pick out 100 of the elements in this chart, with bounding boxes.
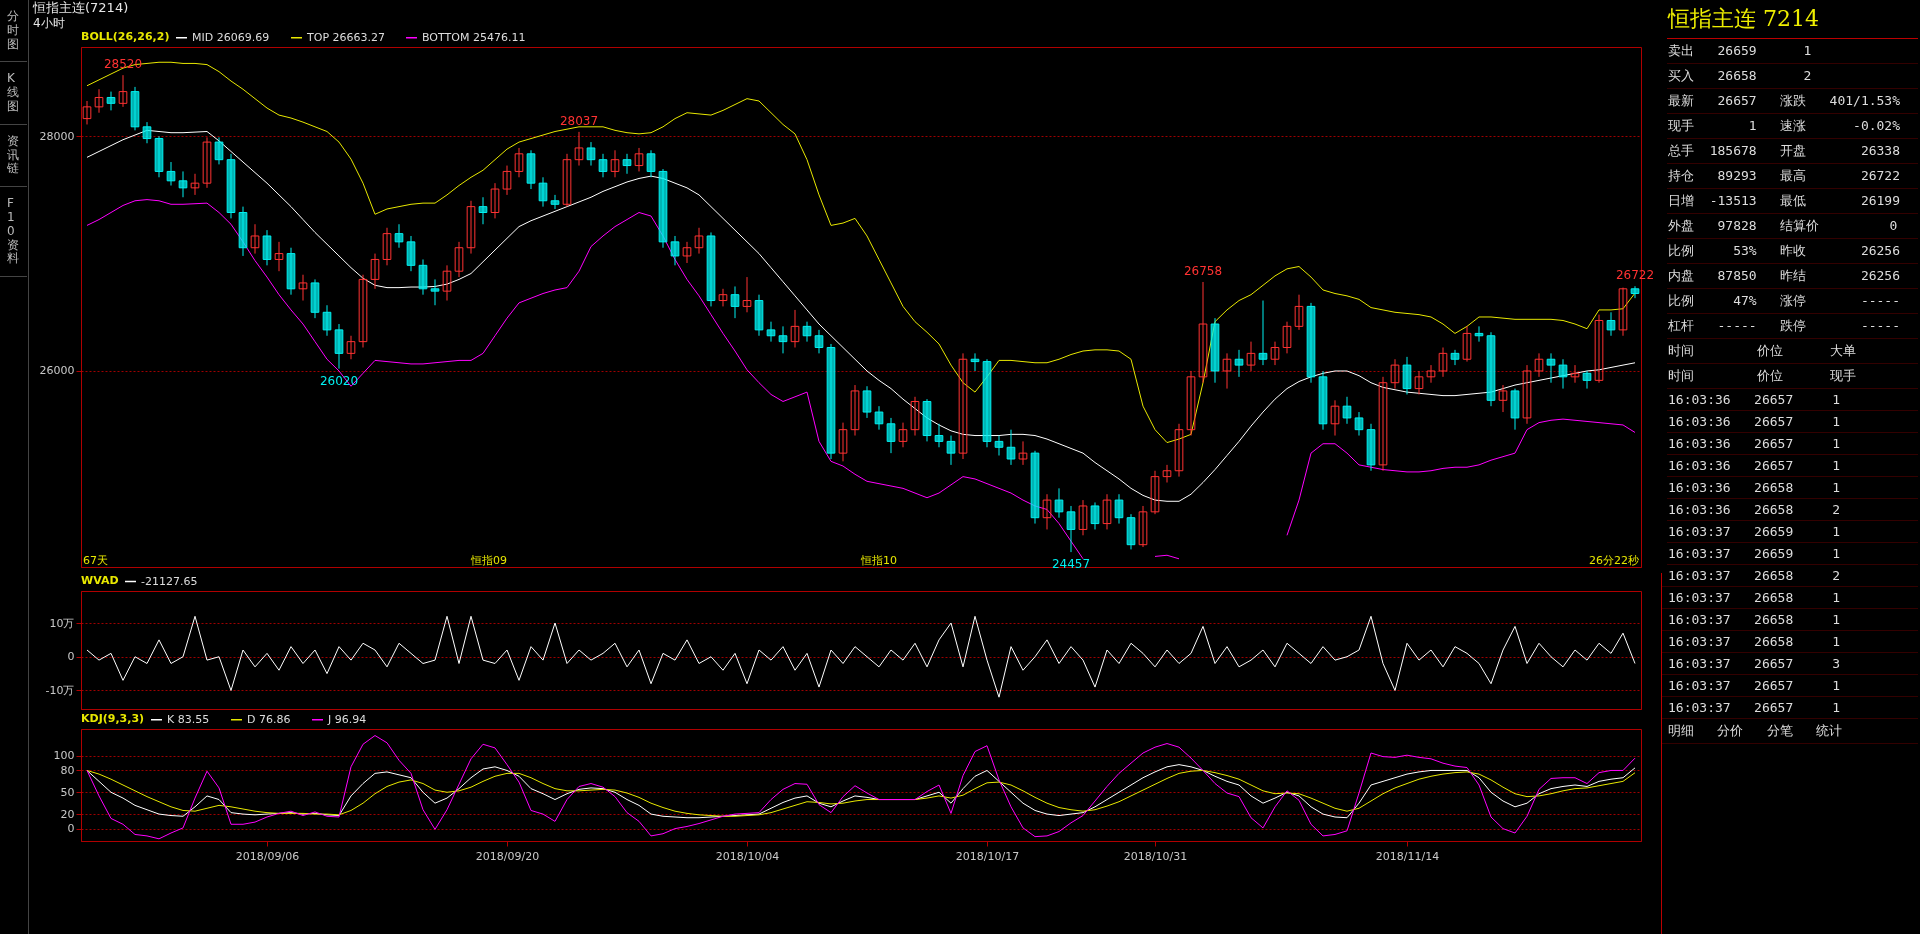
- candlestick: [1342, 396, 1352, 425]
- candlestick: [1354, 411, 1364, 437]
- text: 卖出 26659 1: [1662, 39, 1918, 64]
- text: 内盘 87850 昨结 26256: [1662, 264, 1918, 289]
- candlestick: [778, 325, 788, 354]
- candlestick: [1498, 384, 1508, 413]
- y-tick-label: 26000: [39, 364, 75, 378]
- candlestick: [334, 323, 344, 370]
- candlestick: [694, 227, 704, 255]
- text: K线图: [0, 62, 27, 125]
- candlestick: [490, 182, 500, 219]
- candlestick: [1582, 370, 1592, 390]
- candlestick: [634, 147, 644, 172]
- candlestick: [322, 304, 332, 337]
- candlestick: [1606, 311, 1616, 337]
- candlestick: [838, 422, 848, 462]
- annotation: 恒指09: [470, 554, 507, 567]
- legend-label: K 83.55: [167, 712, 210, 726]
- candlestick: [454, 241, 464, 278]
- candlestick: [1222, 352, 1232, 390]
- candlestick: [358, 274, 368, 348]
- legend-title: WVAD: [81, 574, 119, 587]
- line-series: [86, 735, 1636, 840]
- candlestick: [1402, 356, 1412, 395]
- candlestick: [898, 422, 908, 448]
- text: 16:03:36 26657 1: [1662, 433, 1918, 455]
- candlestick: [1174, 423, 1184, 478]
- candlestick: [1618, 287, 1628, 337]
- text: 总手 185678 开盘 26338: [1662, 139, 1918, 164]
- candlestick: [370, 253, 380, 290]
- text: 明细 分价 分笔 统计: [1662, 719, 1918, 744]
- candlestick: [1630, 285, 1640, 299]
- text: 16:03:37 26658 1: [1662, 631, 1918, 653]
- candlestick: [346, 335, 356, 360]
- candlestick: [622, 153, 632, 175]
- candlestick: [1054, 487, 1064, 519]
- candlestick: [886, 417, 896, 454]
- candlestick: [202, 136, 212, 189]
- annotation: 28520: [103, 57, 143, 72]
- text: 现手 1 速涨 -0.02%: [1662, 114, 1918, 139]
- candlestick: [550, 194, 560, 210]
- candlestick: [190, 173, 200, 196]
- annotation: 26分22秒: [1589, 554, 1639, 567]
- candlestick: [934, 423, 944, 448]
- candlestick: [1006, 429, 1016, 466]
- candlestick: [1114, 493, 1124, 525]
- text: 持仓 89293 最高 26722: [1662, 164, 1918, 189]
- candlestick: [94, 88, 104, 114]
- x-tick-label: 2018/09/06: [235, 849, 300, 863]
- y-tick-label: -10万: [45, 683, 75, 697]
- x-tick-label: 2018/11/14: [1375, 849, 1440, 863]
- candlestick: [814, 329, 824, 354]
- candlestick: [958, 352, 968, 460]
- candlestick: [1102, 493, 1112, 530]
- candlestick: [1546, 352, 1556, 384]
- text: F10资料: [0, 187, 27, 278]
- candlestick: [742, 276, 752, 313]
- candlestick: [1426, 364, 1436, 384]
- candlestick: [274, 241, 284, 272]
- legend-label: TOP 26663.27: [306, 30, 385, 44]
- text: 时间 价位 现手: [1662, 364, 1918, 389]
- candlestick: [946, 435, 956, 466]
- text: 资讯链: [0, 124, 27, 188]
- candlestick: [874, 405, 884, 431]
- candlestick: [850, 384, 860, 437]
- text: 16:03:37 26657 1: [1662, 675, 1918, 697]
- annotation: 67天: [83, 554, 108, 567]
- candlestick: [994, 435, 1004, 456]
- y-tick-label: 50: [60, 785, 75, 799]
- candlestick: [610, 149, 620, 178]
- line-series: [86, 615, 1636, 698]
- candlestick: [1186, 370, 1196, 437]
- candlestick: [1258, 300, 1268, 366]
- legend-label: -21127.65: [141, 574, 198, 588]
- legend-label: J 96.94: [327, 712, 367, 726]
- candlestick: [1282, 321, 1292, 354]
- candlestick: [1270, 341, 1280, 366]
- text: 16:03:37 26657 1: [1662, 697, 1918, 719]
- candlestick: [142, 121, 152, 144]
- legend-label: MID 26069.69: [192, 30, 270, 44]
- candlestick: [478, 196, 488, 225]
- candlestick: [418, 258, 428, 296]
- candlestick: [574, 131, 584, 167]
- candlestick: [1042, 493, 1052, 530]
- text: 恒指主连 7214: [1662, 0, 1918, 39]
- candlestick: [166, 161, 176, 187]
- text: 买入 26658 2: [1662, 64, 1918, 89]
- candlestick: [514, 147, 524, 178]
- legend-title: KDJ(9,3,3): [81, 712, 145, 725]
- candlestick: [790, 309, 800, 348]
- text: 16:03:36 26658 1: [1662, 477, 1918, 499]
- candlestick: [1570, 364, 1580, 384]
- text: 16:03:37 26657 3: [1662, 653, 1918, 675]
- y-tick-label: 0: [67, 822, 75, 836]
- candlestick: [910, 396, 920, 437]
- text: 16:03:37 26658 2: [1662, 565, 1918, 587]
- legend-label: D 76.86: [247, 712, 291, 726]
- candlestick: [586, 141, 596, 167]
- candlestick: [1558, 358, 1568, 390]
- candlestick: [1090, 501, 1100, 530]
